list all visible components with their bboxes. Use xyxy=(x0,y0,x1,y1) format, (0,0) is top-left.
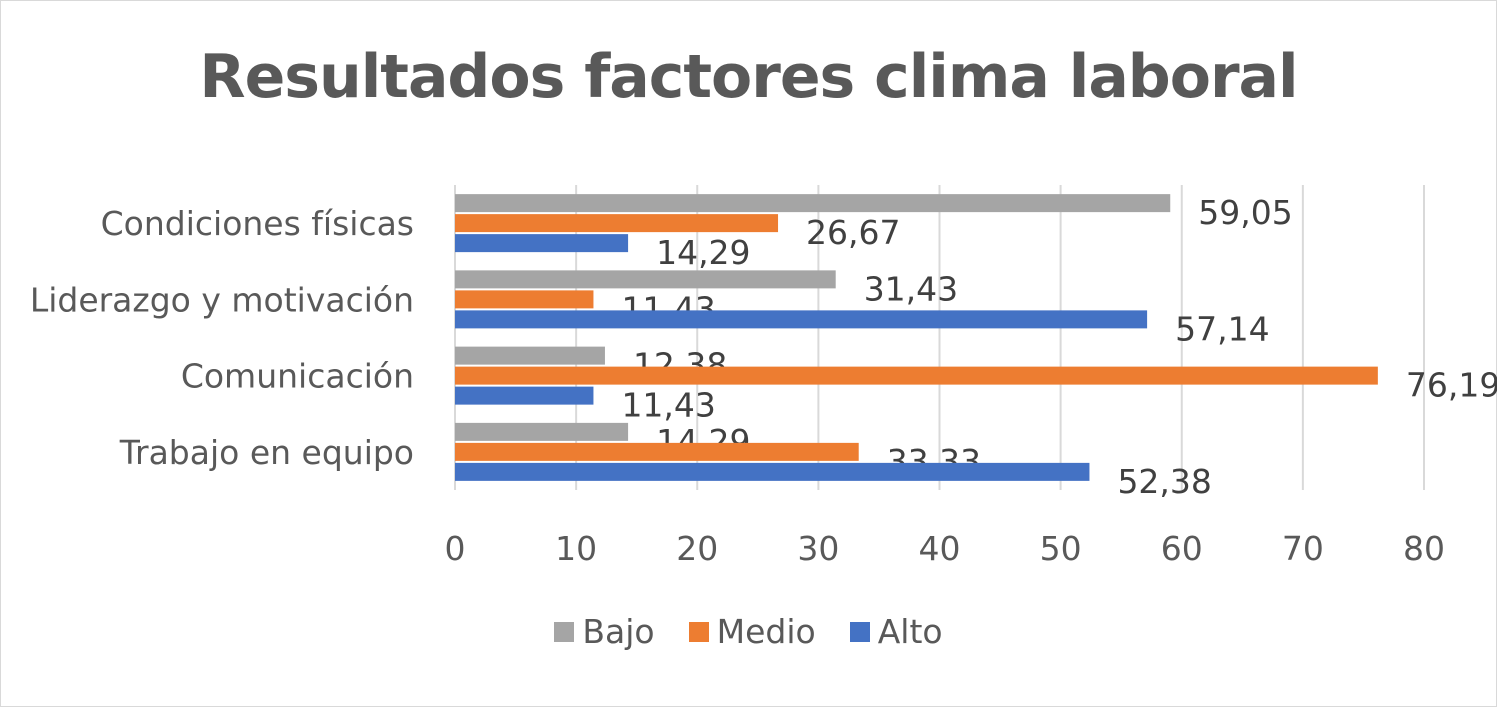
legend-item-bajo: Bajo xyxy=(554,612,655,651)
bar-bajo xyxy=(455,346,605,365)
x-tick-label: 30 xyxy=(797,529,839,568)
data-label: 31,43 xyxy=(864,269,958,308)
legend-label: Bajo xyxy=(582,612,655,651)
bar-bajo xyxy=(455,422,629,441)
legend-swatch xyxy=(849,621,870,642)
legend-item-medio: Medio xyxy=(688,612,816,651)
x-tick-label: 70 xyxy=(1282,529,1324,568)
x-tick-label: 60 xyxy=(1161,529,1203,568)
bar-bajo xyxy=(455,270,836,289)
chart-legend: Bajo Medio Alto xyxy=(0,612,1497,651)
x-tick-label: 10 xyxy=(555,529,597,568)
legend-label: Medio xyxy=(716,612,816,651)
x-tick-label: 40 xyxy=(919,529,961,568)
legend-label: Alto xyxy=(877,612,943,651)
bar-medio xyxy=(455,214,779,233)
x-tick-label: 20 xyxy=(676,529,718,568)
data-label: 57,14 xyxy=(1175,309,1269,348)
category-label: Comunicación xyxy=(181,357,414,396)
bar-alto xyxy=(455,310,1148,329)
bar-alto xyxy=(455,234,629,253)
category-label: Condiciones físicas xyxy=(101,204,414,243)
chart-title: Resultados factores clima laboral xyxy=(199,42,1298,112)
data-label: 11,43 xyxy=(621,386,715,425)
legend-swatch xyxy=(554,621,575,642)
category-label: Trabajo en equipo xyxy=(119,433,414,472)
bar-medio xyxy=(455,442,859,461)
data-label: 14,29 xyxy=(656,233,750,272)
data-label: 52,38 xyxy=(1117,462,1211,501)
bar-medio xyxy=(455,290,594,309)
category-label: Liderazgo y motivación xyxy=(30,280,414,319)
x-tick-label: 0 xyxy=(445,529,466,568)
bar-bajo xyxy=(455,194,1171,213)
legend-item-alto: Alto xyxy=(849,612,943,651)
bar-medio xyxy=(455,366,1378,385)
x-tick-label: 50 xyxy=(1040,529,1082,568)
legend-swatch xyxy=(688,621,709,642)
x-tick-label: 80 xyxy=(1403,529,1445,568)
bar-alto xyxy=(455,462,1090,481)
data-label: 26,67 xyxy=(806,213,900,252)
bar-alto xyxy=(455,386,594,405)
data-label: 76,19 xyxy=(1406,366,1497,405)
data-label: 59,05 xyxy=(1198,193,1292,232)
